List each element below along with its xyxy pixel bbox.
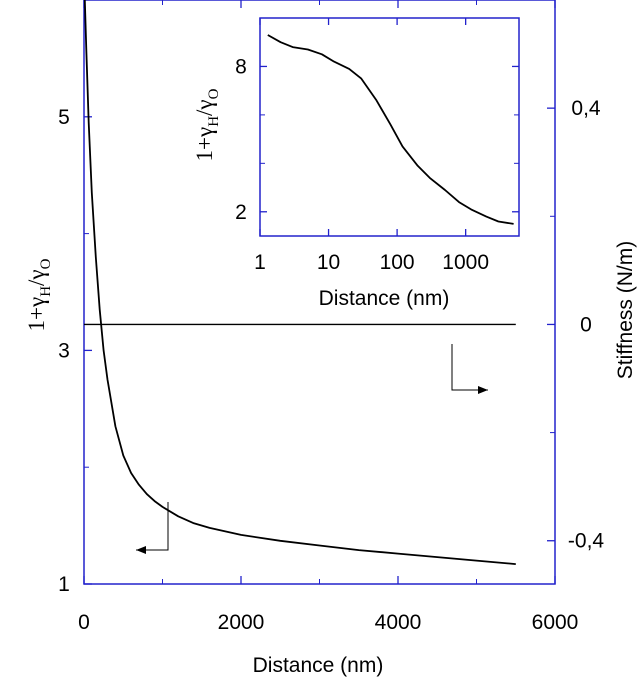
svg-text:1+γH/γO: 1+γH/γO (192, 88, 222, 161)
right-axis-arrow (451, 344, 488, 391)
inset-x-axis-label: Distance (nm) (319, 287, 450, 310)
main-x-axis-label: Distance (nm) (253, 654, 384, 677)
inset-x-tick-label: 1 (254, 251, 266, 274)
main-y-left-tick-label: 5 (58, 106, 70, 129)
inset-x-tick-label: 100 (380, 251, 415, 274)
main-y-left-tick-label: 3 (58, 339, 70, 362)
main-x-tick-label: 2000 (218, 611, 265, 634)
left-axis-arrow (136, 502, 169, 551)
inset-y-tick-label: 2 (235, 201, 247, 224)
main-x-tick-label: 4000 (375, 611, 422, 634)
inset-ticks: 1 10 100 1000 2 8 (235, 18, 519, 274)
main-y-left-tick-label: 1 (58, 573, 70, 596)
inset-x-tick-label: 10 (317, 251, 340, 274)
inset-series (267, 34, 514, 225)
main-y-right-tick-label: 0,4 (571, 97, 601, 120)
main-x-tick-label: 0 (78, 611, 90, 634)
left-arrowhead (136, 546, 146, 554)
inset-plot-frame (259, 17, 520, 237)
main-y-right-tick-label: 0 (580, 313, 592, 336)
inset-y-axis-label: 1+γH/γO (192, 88, 222, 161)
series-ratio-line (83, 0, 516, 565)
right-arrowhead (478, 386, 488, 394)
main-ticks: 0 2000 4000 6000 1 3 5 -0,4 0 0,4 (58, 0, 604, 634)
svg-text:1+γH/γO: 1+γH/γO (24, 258, 54, 331)
inset-y-tick-label: 8 (235, 55, 247, 78)
main-y-left-axis-label: 1+γH/γO (24, 258, 54, 331)
main-series (83, 0, 516, 565)
main-y-right-tick-label: -0,4 (568, 530, 605, 553)
main-y-right-axis-label: Stiffness (N/m) (614, 241, 637, 379)
series-inset-ratio-line (267, 34, 514, 225)
inset-x-tick-label: 1000 (442, 251, 489, 274)
main-x-tick-label: 6000 (532, 611, 579, 634)
